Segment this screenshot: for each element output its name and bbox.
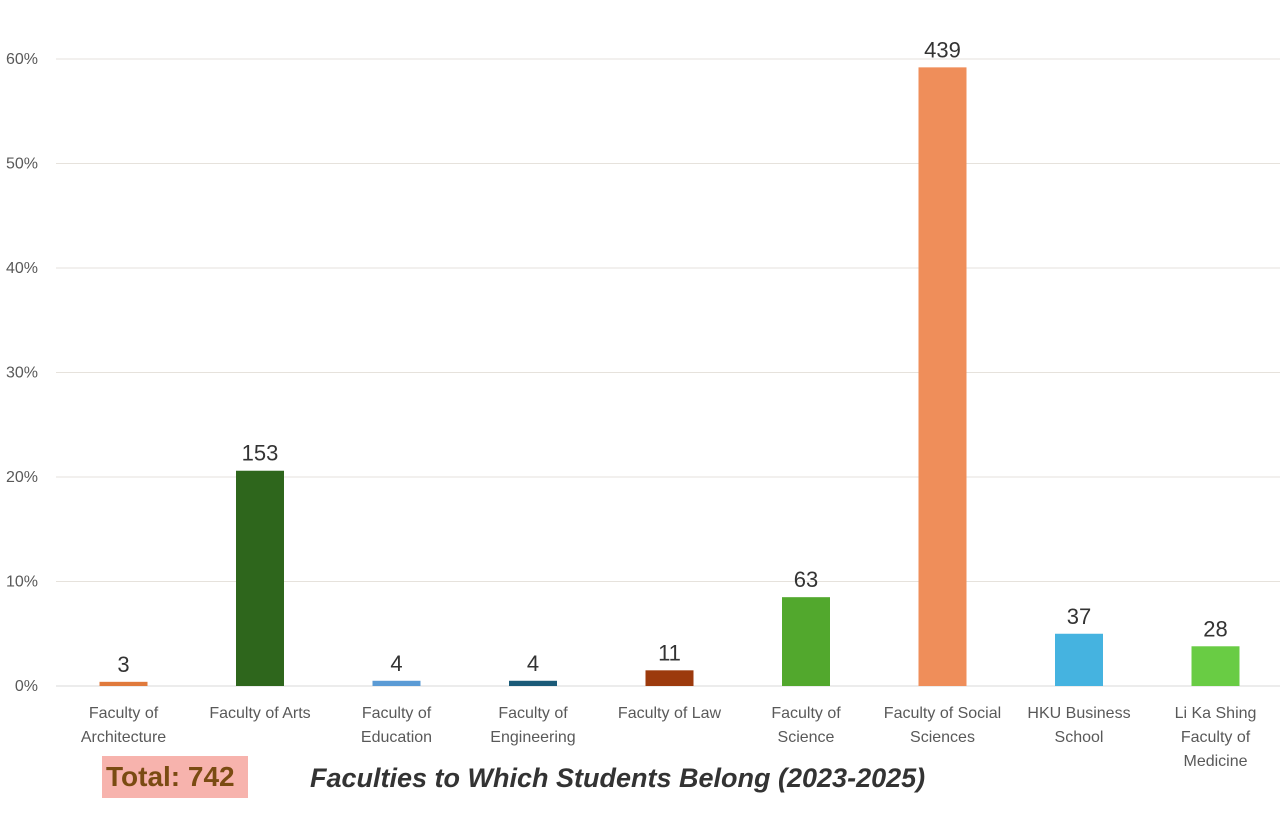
- x-tick-label: Faculty of Arts: [209, 705, 310, 722]
- bar: [236, 470, 284, 686]
- bar: [99, 681, 148, 686]
- x-tick-label-line: Sciences: [910, 729, 975, 746]
- chart-title: Faculties to Which Students Belong (2023…: [310, 762, 926, 793]
- x-tick-label-line: Faculty of Law: [618, 705, 722, 722]
- y-tick-label: 50%: [6, 156, 38, 173]
- x-tick-label-line: HKU Business: [1027, 705, 1130, 722]
- y-tick-label: 40%: [6, 260, 38, 277]
- y-tick-label: 20%: [6, 469, 38, 486]
- data-label: 28: [1203, 616, 1227, 641]
- x-tick-label-line: Faculty of Arts: [209, 705, 310, 722]
- bar: [782, 597, 830, 686]
- bars: [99, 67, 1240, 687]
- x-tick-label: Faculty of Science: [771, 705, 841, 746]
- bar: [645, 670, 694, 686]
- data-label: 4: [527, 651, 539, 676]
- data-label: 4: [390, 651, 402, 676]
- x-tick-label-line: Faculty of Social: [884, 705, 1001, 722]
- x-tick-label-line: Science: [778, 729, 835, 746]
- x-tick-label: HKU Business School: [1027, 705, 1130, 746]
- x-tick-label: Faculty of Education: [361, 705, 432, 746]
- x-tick-label-line: School: [1055, 729, 1104, 746]
- data-label: 3: [117, 652, 129, 677]
- total-count: Total: 742: [106, 761, 235, 792]
- x-tick-label-line: Faculty of: [498, 705, 568, 722]
- x-tick-label-line: Architecture: [81, 729, 166, 746]
- data-label: 439: [924, 37, 961, 62]
- bar: [1191, 646, 1240, 686]
- x-tick-label-line: Faculty of: [771, 705, 841, 722]
- x-tick-label: Faculty of Engineering: [490, 705, 575, 746]
- y-tick-label: 0%: [15, 678, 38, 695]
- x-tick-label-line: Medicine: [1183, 753, 1247, 770]
- data-label: 37: [1067, 604, 1091, 629]
- data-labels: 3 153 4 4 11 63 439 37 28: [117, 37, 1227, 676]
- x-tick-label-line: Engineering: [490, 729, 575, 746]
- y-axis-ticks: 0% 10% 20% 30% 40% 50% 60%: [6, 51, 38, 695]
- y-tick-label: 60%: [6, 51, 38, 68]
- x-tick-label-line: Faculty of: [1181, 729, 1251, 746]
- x-axis-labels: Faculty of Architecture Faculty of Arts Fac…: [81, 705, 1257, 770]
- x-tick-label: Faculty of Architecture: [81, 705, 166, 746]
- bar: [509, 680, 557, 686]
- y-tick-label: 10%: [6, 574, 38, 591]
- bar: [372, 680, 421, 686]
- x-tick-label: Li Ka Shing Faculty of Medicine: [1175, 705, 1257, 770]
- y-tick-label: 30%: [6, 365, 38, 382]
- x-tick-label: Faculty of Law: [618, 705, 722, 722]
- bar: [1055, 633, 1103, 686]
- x-tick-label-line: Li Ka Shing: [1175, 705, 1257, 722]
- data-label: 11: [658, 640, 681, 665]
- bar: [918, 67, 967, 687]
- data-label: 153: [242, 441, 279, 466]
- x-tick-label-line: Faculty of: [362, 705, 432, 722]
- x-tick-label: Faculty of Social Sciences: [884, 705, 1001, 746]
- total-highlight: [102, 756, 248, 798]
- data-label: 63: [794, 567, 818, 592]
- x-tick-label-line: Faculty of: [89, 705, 159, 722]
- x-tick-label-line: Education: [361, 729, 432, 746]
